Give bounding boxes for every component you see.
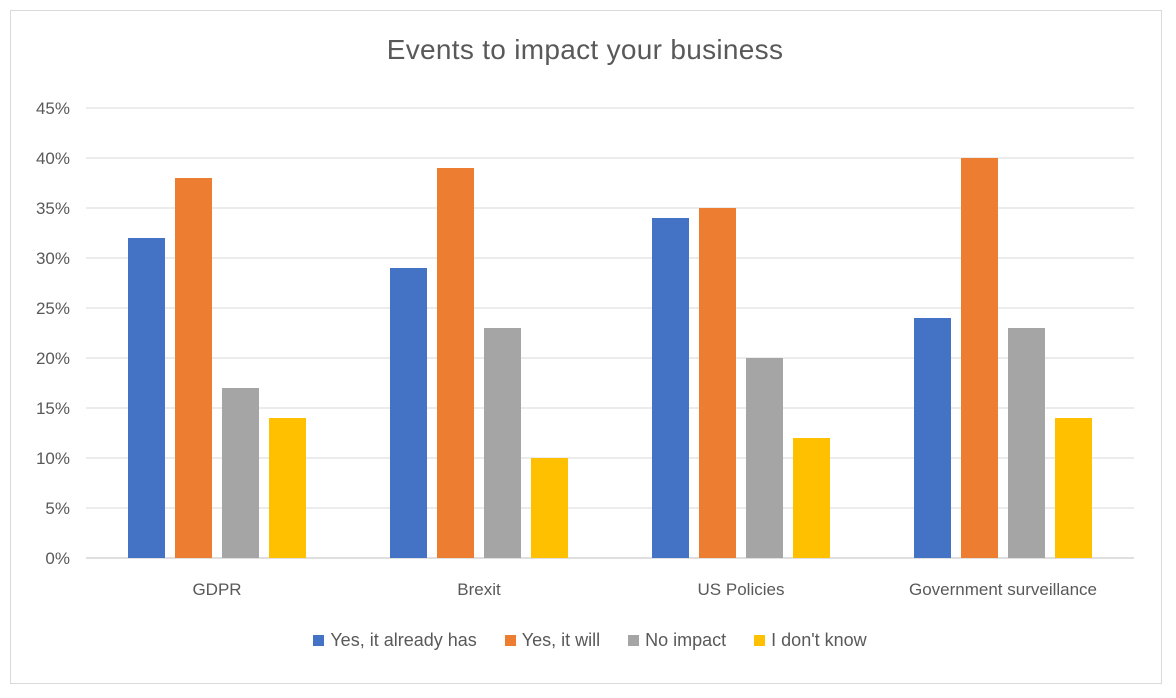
y-tick-label: 20% bbox=[36, 349, 70, 368]
legend-swatch bbox=[313, 635, 325, 646]
x-tick-label: Government surveillance bbox=[909, 580, 1097, 599]
bar bbox=[437, 168, 474, 558]
legend-label: No impact bbox=[645, 630, 727, 650]
bar bbox=[175, 178, 212, 558]
y-tick-label: 25% bbox=[36, 299, 70, 318]
bar bbox=[222, 388, 259, 558]
legend-item: No impact bbox=[628, 630, 726, 651]
bar bbox=[652, 218, 689, 558]
chart-legend: Yes, it already has Yes, it will No impact… bbox=[0, 630, 1176, 651]
x-tick-label: GDPR bbox=[192, 580, 241, 599]
y-axis-ticks: 0% 5% 10% 15% 20% 25% 30% 35% 40% 45% bbox=[36, 99, 70, 568]
bar bbox=[914, 318, 951, 558]
bars bbox=[128, 158, 1092, 558]
bar bbox=[269, 418, 306, 558]
y-tick-label: 5% bbox=[45, 499, 70, 518]
chart-title: Events to impact your business bbox=[386, 34, 784, 65]
bar bbox=[390, 268, 427, 558]
legend-item: Yes, it already has bbox=[313, 630, 477, 651]
legend-swatch bbox=[754, 635, 766, 646]
x-tick-label: US Policies bbox=[698, 580, 785, 599]
bar bbox=[1055, 418, 1092, 558]
gridlines bbox=[86, 107, 1134, 559]
legend-label: Yes, it already has bbox=[330, 630, 477, 650]
bar bbox=[793, 438, 830, 558]
y-tick-label: 15% bbox=[36, 399, 70, 418]
y-tick-label: 35% bbox=[36, 199, 70, 218]
bar bbox=[746, 358, 783, 558]
legend-label: Yes, it will bbox=[521, 630, 601, 650]
x-tick-label: Brexit bbox=[457, 580, 501, 599]
legend-item: Yes, it will bbox=[504, 630, 601, 651]
bar bbox=[128, 238, 165, 558]
y-tick-label: 30% bbox=[36, 249, 70, 268]
bar bbox=[1008, 328, 1045, 558]
legend-swatch bbox=[628, 635, 640, 646]
bar bbox=[531, 458, 568, 558]
legend-label: I don't know bbox=[771, 630, 867, 650]
bar bbox=[484, 328, 521, 558]
bar bbox=[699, 208, 736, 558]
x-axis-ticks: GDPR Brexit US Policies Government surveill… bbox=[192, 580, 1097, 599]
y-tick-label: 40% bbox=[36, 149, 70, 168]
y-tick-label: 0% bbox=[45, 549, 70, 568]
legend-item: I don't know bbox=[754, 630, 867, 651]
bar bbox=[961, 158, 998, 558]
legend-swatch bbox=[504, 635, 516, 646]
y-tick-label: 10% bbox=[36, 449, 70, 468]
y-tick-label: 45% bbox=[36, 99, 70, 118]
